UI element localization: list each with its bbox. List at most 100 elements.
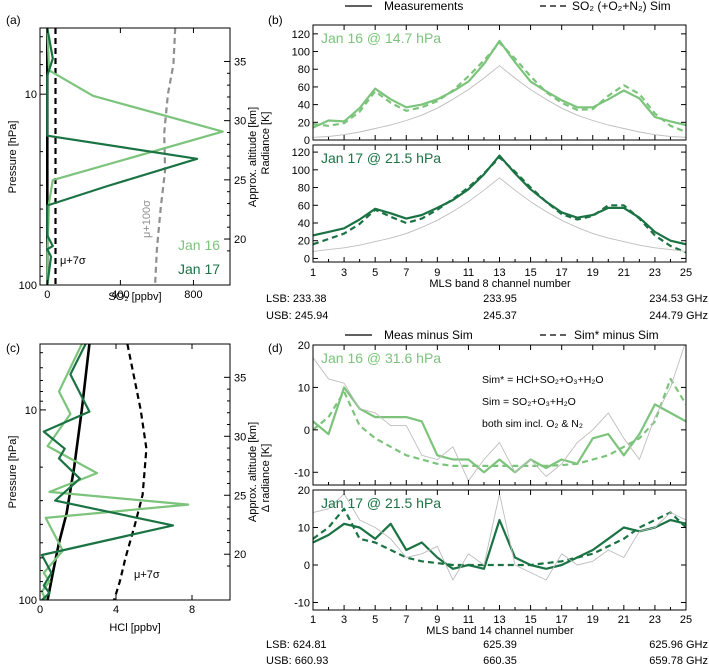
x-tick-label-d: 9	[434, 614, 440, 626]
x-tick-label-b: 17	[556, 267, 568, 279]
x-tick-label-b: 15	[524, 267, 536, 279]
x-tick-label-a: 400	[111, 289, 129, 301]
x-tick-label-d: 25	[680, 614, 692, 626]
y-tick-label-d: -10	[294, 467, 310, 479]
freq-usb-right-d: 659.78 GHz	[649, 655, 708, 666]
freq-usb-left-b: USB: 245.94	[266, 310, 328, 322]
freq-lsb-right-b: 234.53 GHz	[649, 293, 708, 305]
freq-usb-left-d: USB: 660.93	[266, 655, 328, 666]
note-both-d: both sim incl. O₂ & N₂	[482, 418, 583, 430]
x-tick-label-a: 800	[184, 289, 202, 301]
y-axis-label-d: Δ radiance [K]	[260, 444, 272, 513]
y2-tick-label-a: 20	[234, 234, 246, 246]
series-a-Jan-17	[46, 28, 199, 285]
plot-area-b1	[313, 154, 686, 254]
panel-label-b: (b)	[268, 13, 283, 27]
series-d0-meas	[313, 386, 686, 474]
y-tick-label-c: 100	[19, 595, 37, 607]
series-d1-meas	[313, 518, 686, 570]
series-b0-grey	[313, 65, 686, 138]
y-tick-label-b: 40	[298, 100, 310, 112]
freq-usb-mid-b: 245.37	[483, 310, 517, 322]
y-tick-label-d: 10	[298, 523, 310, 535]
plot-area-c	[40, 344, 190, 600]
panel-label-c: (c)	[6, 341, 20, 355]
x-tick-label-d: 5	[372, 614, 378, 626]
x-axis-label-d: MLS band 14 channel number	[426, 625, 574, 637]
series-b0-sim	[313, 41, 686, 134]
x-tick-label-d: 23	[649, 614, 661, 626]
y-axis-label-a: Pressure [hPa]	[7, 121, 19, 194]
y-tick-label-a: 10	[25, 89, 37, 101]
subplot-title-d0: Jan 16 @ 31.6 hPa	[321, 350, 441, 366]
y-tick-label-b: 100	[292, 47, 310, 59]
x-tick-label-d: 17	[556, 614, 568, 626]
legend-jan16-a: Jan 16	[178, 237, 220, 253]
y-tick-label-a: 100	[19, 280, 37, 292]
x-tick-label-d: 19	[587, 614, 599, 626]
subplot-title-b0: Jan 16 @ 14.7 hPa	[321, 30, 441, 46]
y-tick-label-d: 20	[298, 340, 310, 352]
frame-d0	[312, 344, 687, 486]
plot-area-d0	[313, 345, 686, 482]
series-b1-meas	[313, 154, 686, 246]
y-tick-label-b: 60	[298, 82, 310, 94]
panel-label-a: (a)	[6, 13, 21, 27]
x-tick-label-b: 1	[310, 267, 316, 279]
series-c-Jan-17	[40, 344, 175, 600]
freq-usb-mid-d: 660.35	[483, 655, 517, 666]
series-b1-sim	[313, 156, 686, 254]
y-tick-label-d: 20	[298, 485, 310, 497]
legend-text-measurements: Measurements	[384, 0, 463, 13]
plot-area-a	[45, 28, 224, 285]
x-axis-label-b: MLS band 8 channel number	[429, 278, 571, 290]
freq-lsb-left-b: LSB: 233.38	[266, 293, 327, 305]
x-tick-label-b: 21	[618, 267, 630, 279]
legend-text-simstar-minus-sim: Sim* minus Sim	[574, 328, 659, 342]
x-tick-label-b: 5	[372, 267, 378, 279]
frame-c	[39, 343, 231, 601]
x-tick-label-c: 4	[113, 604, 119, 616]
y-tick-label-b: 80	[298, 64, 310, 76]
series-c--7-	[113, 344, 148, 600]
subplot-title-b1: Jan 17 @ 21.5 hPa	[321, 150, 441, 166]
series-a-Jan-16	[46, 28, 224, 285]
y2-tick-label-a: 25	[234, 175, 246, 187]
note-simstar-d: Sim* = HCl+SO₂+O₃+H₂O	[482, 374, 604, 386]
series-d1-sim	[313, 507, 686, 567]
x-tick-label-d: 1	[310, 614, 316, 626]
series-d0-sim	[313, 377, 686, 467]
y2-tick-label-c: 20	[234, 549, 246, 561]
plot-area-b0	[313, 39, 686, 138]
x-tick-label-d: 3	[341, 614, 347, 626]
x-tick-label-b: 23	[649, 267, 661, 279]
x-tick-label-b: 25	[680, 267, 692, 279]
x-tick-label-b: 9	[434, 267, 440, 279]
y-tick-label-b: 80	[298, 183, 310, 195]
freq-lsb-left-d: LSB: 624.81	[266, 639, 327, 651]
y-tick-label-b: 120	[292, 29, 310, 41]
y-tick-label-b: 60	[298, 200, 310, 212]
y-tick-label-b: 0	[304, 135, 310, 147]
annot-sigma100-a: μ+100σ	[141, 200, 153, 238]
y-tick-label-b: 20	[298, 236, 310, 248]
x-axis-label-c: HCl [ppbv]	[109, 622, 160, 634]
x-tick-label-b: 11	[463, 267, 474, 279]
y-tick-label-b: 100	[292, 165, 310, 177]
y-tick-label-d: 0	[304, 560, 310, 572]
series-b1-grey	[313, 177, 686, 252]
freq-usb-right-b: 244.79 GHz	[649, 310, 708, 322]
y-tick-label-d: 10	[298, 382, 310, 394]
series-b0-meas	[313, 39, 686, 129]
y-tick-label-b: 120	[292, 147, 310, 159]
annot-sigma7-c: μ+7σ	[134, 569, 160, 581]
x-tick-label-b: 3	[341, 267, 347, 279]
series-c-mean	[46, 344, 91, 600]
x-tick-label-b: 7	[403, 267, 409, 279]
y-tick-label-c: 10	[25, 405, 37, 417]
y-tick-label-b: 20	[298, 117, 310, 129]
freq-lsb-mid-d: 625.39	[483, 639, 517, 651]
x-tick-label-b: 13	[493, 267, 505, 279]
y2-tick-label-a: 35	[234, 56, 246, 68]
